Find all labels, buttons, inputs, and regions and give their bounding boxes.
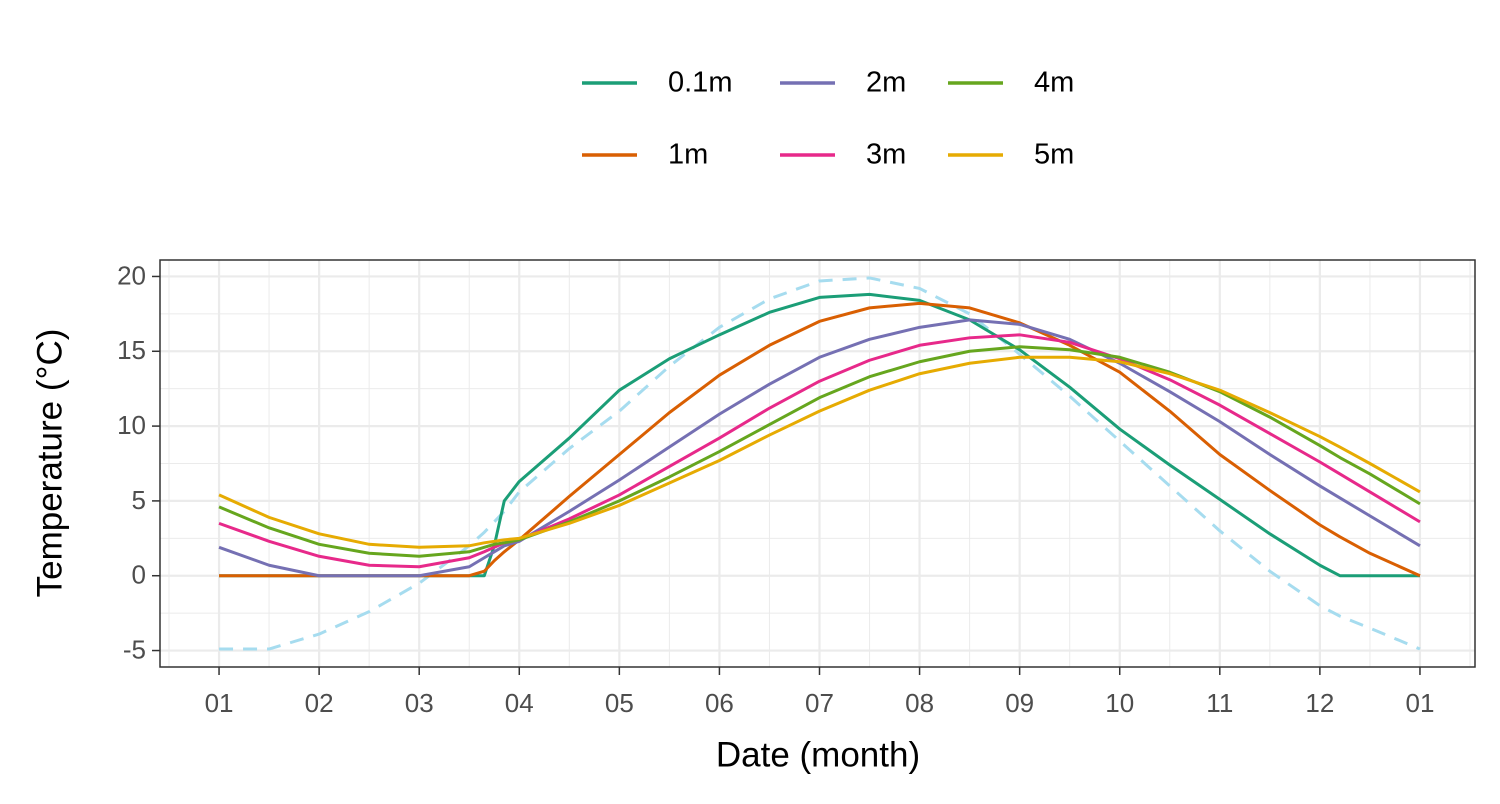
series-line xyxy=(218,345,1421,558)
y-axis-title: Temperature (°C) xyxy=(30,329,69,598)
grid xyxy=(160,260,1475,667)
x-tick-label: 07 xyxy=(805,688,834,718)
x-tick-label: 02 xyxy=(305,688,334,718)
x-tick-label: 08 xyxy=(905,688,934,718)
x-tick-label: 01 xyxy=(1405,688,1434,718)
x-tick-label: 12 xyxy=(1305,688,1334,718)
y-tick-label: 15 xyxy=(117,335,146,365)
legend-label: 2m xyxy=(866,67,906,99)
x-tick-label: 09 xyxy=(1005,688,1034,718)
series-line xyxy=(218,333,1421,569)
legend-label: 5m xyxy=(1034,139,1074,171)
series-line xyxy=(219,301,1421,578)
series-line xyxy=(219,276,1421,651)
x-tick-label: 03 xyxy=(405,688,434,718)
x-tick-label: 01 xyxy=(205,688,234,718)
legend-label: 0.1m xyxy=(668,67,732,99)
legend: 0.1m 1m 2m 3m 4m 5m xyxy=(582,67,1074,171)
x-tick-label: 04 xyxy=(505,688,534,718)
legend-label: 4m xyxy=(1034,67,1074,99)
legend-label: 1m xyxy=(668,139,708,171)
x-tick-label: 10 xyxy=(1105,688,1134,718)
lines xyxy=(218,276,1421,651)
series-line xyxy=(218,318,1421,578)
y-tick-label: 0 xyxy=(132,560,146,590)
x-tick-label: 05 xyxy=(605,688,634,718)
y-tick-label: -5 xyxy=(123,634,146,664)
series-line xyxy=(218,355,1421,549)
y-tick-label: 20 xyxy=(117,260,146,290)
y-tick-label: 5 xyxy=(132,485,146,515)
x-tick-label: 06 xyxy=(705,688,734,718)
legend-label: 3m xyxy=(866,139,906,171)
x-tick-label: 11 xyxy=(1206,688,1233,718)
y-tick-label: 10 xyxy=(117,410,146,440)
panel-border xyxy=(159,259,1476,668)
x-axis-title: Date (month) xyxy=(716,735,920,774)
